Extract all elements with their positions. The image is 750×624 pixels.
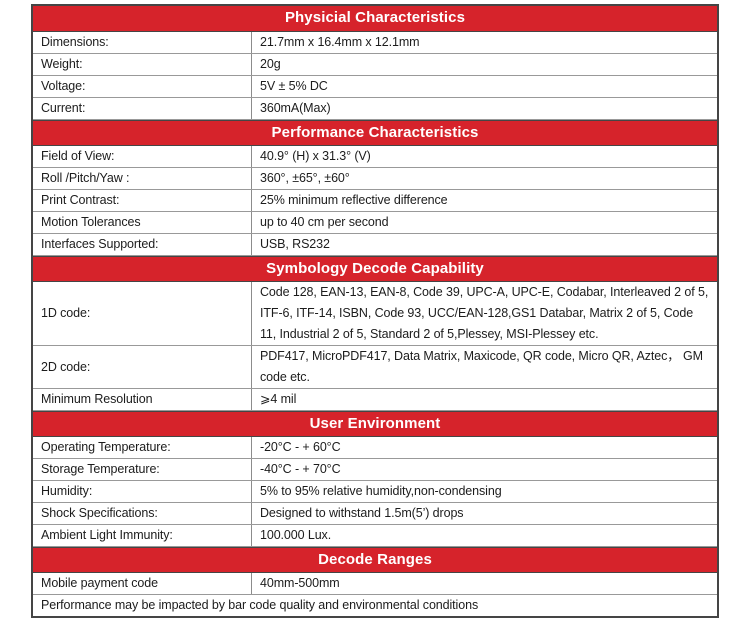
spec-row-storage-temperature: Storage Temperature: -40°C - + 70°C <box>33 459 717 481</box>
spec-value: 21.7mm x 16.4mm x 12.1mm <box>260 35 420 49</box>
spec-value: up to 40 cm per second <box>260 215 389 229</box>
spec-row-mobile-payment-code: Mobile payment code 40mm-500mm <box>33 573 717 595</box>
spec-label: Motion Tolerances <box>33 212 252 233</box>
spec-row-field-of-view: Field of View: 40.9° (H) x 31.3° (V) <box>33 146 717 168</box>
spec-label: Ambient Light Immunity: <box>33 525 252 546</box>
spec-label: Humidity: <box>33 481 252 502</box>
section-header-decode-ranges: Decode Ranges <box>33 547 717 573</box>
section-header-physical-characteristics: Physicial Characteristics <box>33 6 717 32</box>
spec-row-voltage: Voltage: 5V ± 5% DC <box>33 76 717 98</box>
spec-value: 5% to 95% relative humidity,non-condensi… <box>260 484 502 498</box>
spec-label: Shock Specifications: <box>33 503 252 524</box>
spec-label: Storage Temperature: <box>33 459 252 480</box>
spec-value: 40.9° (H) x 31.3° (V) <box>260 149 371 163</box>
spec-value: 5V ± 5% DC <box>260 79 328 93</box>
spec-value: Code 128, EAN-13, EAN-8, Code 39, UPC-A,… <box>260 285 709 341</box>
spec-label: Field of View: <box>33 146 252 167</box>
spec-value: -20°C - + 60°C <box>260 440 341 454</box>
spec-value: 360°, ±65°, ±60° <box>260 171 350 185</box>
spec-row-shock-specifications: Shock Specifications: Designed to withst… <box>33 503 717 525</box>
spec-value: 25% minimum reflective difference <box>260 193 448 207</box>
spec-label: Minimum Resolution <box>33 389 252 410</box>
spec-row-current: Current: 360mA(Max) <box>33 98 717 120</box>
spec-value: USB, RS232 <box>260 237 330 251</box>
spec-label: Interfaces Supported: <box>33 234 252 255</box>
spec-label: 1D code: <box>33 282 252 345</box>
spec-row-interfaces-supported: Interfaces Supported: USB, RS232 <box>33 234 717 256</box>
spec-value: 40mm-500mm <box>260 576 340 590</box>
footer-note-row: Performance may be impacted by bar code … <box>33 595 717 616</box>
specification-table: Physicial Characteristics Dimensions: 21… <box>31 4 719 618</box>
spec-label: Roll /Pitch/Yaw : <box>33 168 252 189</box>
spec-row-2d-code: 2D code: PDF417, MicroPDF417, Data Matri… <box>33 346 717 389</box>
spec-row-roll-pitch-yaw: Roll /Pitch/Yaw : 360°, ±65°, ±60° <box>33 168 717 190</box>
spec-label: Voltage: <box>33 76 252 97</box>
spec-row-minimum-resolution: Minimum Resolution ⩾4 mil <box>33 389 717 411</box>
spec-row-ambient-light-immunity: Ambient Light Immunity: 100.000 Lux. <box>33 525 717 547</box>
spec-label: Weight: <box>33 54 252 75</box>
spec-row-dimensions: Dimensions: 21.7mm x 16.4mm x 12.1mm <box>33 32 717 54</box>
spec-value: 360mA(Max) <box>260 101 331 115</box>
section-header-user-environment: User Environment <box>33 411 717 437</box>
section-header-symbology-decode-capability: Symbology Decode Capability <box>33 256 717 282</box>
spec-row-motion-tolerances: Motion Tolerances up to 40 cm per second <box>33 212 717 234</box>
spec-label: Operating Temperature: <box>33 437 252 458</box>
spec-value: ⩾4 mil <box>260 392 297 406</box>
spec-value: 20g <box>260 57 281 71</box>
footer-note-text: Performance may be impacted by bar code … <box>41 598 479 612</box>
spec-row-humidity: Humidity: 5% to 95% relative humidity,no… <box>33 481 717 503</box>
spec-label: Print Contrast: <box>33 190 252 211</box>
spec-value: -40°C - + 70°C <box>260 462 341 476</box>
spec-value: 100.000 Lux. <box>260 528 332 542</box>
spec-row-weight: Weight: 20g <box>33 54 717 76</box>
section-header-performance-characteristics: Performance Characteristics <box>33 120 717 146</box>
spec-label: Mobile payment code <box>33 573 252 594</box>
spec-label: Dimensions: <box>33 32 252 53</box>
spec-value: PDF417, MicroPDF417, Data Matrix, Maxico… <box>260 349 703 384</box>
spec-value: Designed to withstand 1.5m(5’) drops <box>260 506 464 520</box>
spec-row-operating-temperature: Operating Temperature: -20°C - + 60°C <box>33 437 717 459</box>
spec-label: 2D code: <box>33 346 252 388</box>
spec-row-print-contrast: Print Contrast: 25% minimum reflective d… <box>33 190 717 212</box>
spec-row-1d-code: 1D code: Code 128, EAN-13, EAN-8, Code 3… <box>33 282 717 346</box>
spec-label: Current: <box>33 98 252 119</box>
